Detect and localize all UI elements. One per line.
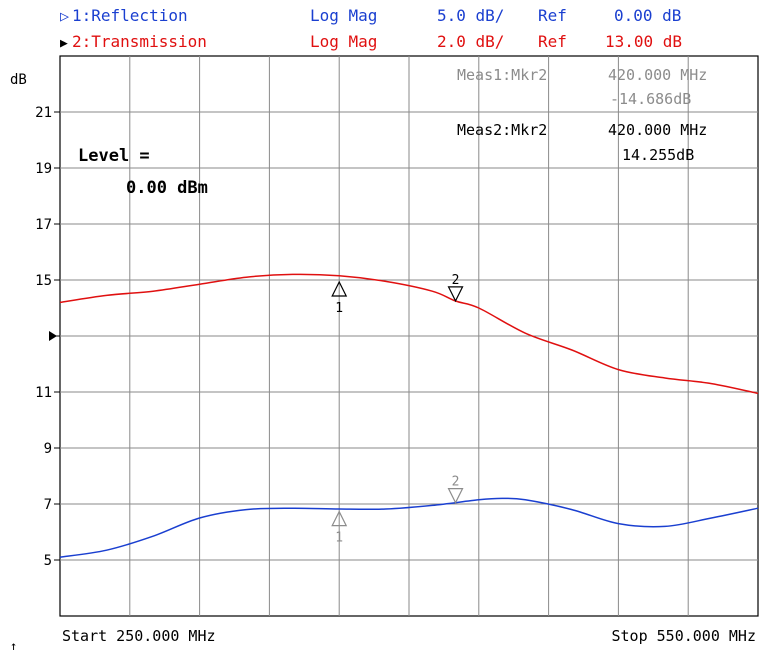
y-tick-label: 11 — [35, 385, 52, 401]
status-arrow-icon: ↑ — [10, 639, 17, 653]
trace-ref-value-transmission: 13.00 dB — [605, 32, 682, 51]
y-tick-label: 19 — [35, 161, 52, 177]
y-tick-label: 15 — [35, 273, 52, 289]
marker-2-down[interactable]: 2 — [447, 475, 464, 504]
marker-triangle-icon — [331, 280, 348, 297]
y-tick-label: 9 — [44, 441, 52, 457]
marker-label: 2 — [452, 475, 460, 490]
y-tick-label: 17 — [35, 217, 52, 233]
markers: 1 2 1 2 — [331, 273, 464, 546]
readout-meas2: Meas2:Mkr2 420.000 MHz 14.255dB — [457, 121, 707, 164]
marker-label: 2 — [452, 273, 460, 288]
trace-name-reflection: 1:Reflection — [72, 6, 188, 25]
marker-1-up[interactable]: 1 — [331, 510, 348, 546]
trace-name-transmission: 2:Transmission — [72, 32, 207, 51]
trace-header-transmission[interactable]: ▶ 2:Transmission Log Mag 2.0 dB/ Ref 13.… — [60, 32, 682, 51]
marker-2-down[interactable]: 2 — [447, 273, 464, 303]
readout-meas1-value: -14.686dB — [610, 90, 691, 108]
start-frequency: Start 250.000 MHz — [62, 627, 216, 645]
y-tick-label: 7 — [44, 497, 52, 513]
marker-triangle-icon — [447, 286, 464, 303]
level-value: 0.00 dBm — [126, 178, 208, 198]
level-label: Level = — [78, 146, 150, 166]
marker-label: 1 — [335, 301, 343, 316]
marker-label: 1 — [335, 531, 343, 546]
readout-meas1: Meas1:Mkr2 420.000 MHz -14.686dB — [457, 66, 707, 108]
marker-triangle-icon — [331, 510, 348, 527]
y-tick-label: 21 — [35, 105, 52, 121]
trace-format-transmission: Log Mag — [310, 32, 377, 51]
trace-format-reflection: Log Mag — [310, 6, 377, 25]
traces — [59, 273, 759, 558]
readout-meas1-label: Meas1:Mkr2 — [457, 66, 547, 84]
y-axis-label: dB — [10, 72, 27, 88]
marker-1-up[interactable]: 1 — [331, 280, 348, 316]
trace-scale-reflection: 5.0 dB/ — [437, 6, 504, 25]
trace-marker-reflection: ▷ — [60, 7, 69, 25]
readout-meas2-value: 14.255dB — [622, 146, 694, 164]
readout-meas1-freq: 420.000 MHz — [608, 66, 707, 84]
trace-scale-transmission: 2.0 dB/ — [437, 32, 504, 51]
trace-ref-label-reflection: Ref — [538, 6, 567, 25]
reference-level-pointer-icon — [49, 331, 57, 341]
stop-frequency: Stop 550.000 MHz — [612, 627, 757, 645]
readout-meas2-freq: 420.000 MHz — [608, 121, 707, 139]
y-tick-labels: 5 7 9 11 15 17 19 21 — [35, 105, 60, 569]
series-line-2-transmission — [59, 273, 759, 395]
trace-header-reflection[interactable]: ▷ 1:Reflection Log Mag 5.0 dB/ Ref 0.00 … — [60, 6, 681, 25]
y-tick-label: 5 — [44, 553, 52, 569]
grid — [60, 56, 758, 616]
trace-marker-transmission: ▶ — [60, 36, 68, 51]
readout-meas2-label: Meas2:Mkr2 — [457, 121, 547, 139]
marker-triangle-icon — [447, 488, 464, 504]
series-line-1-reflection — [59, 497, 759, 558]
trace-ref-value-reflection: 0.00 dB — [614, 6, 681, 25]
trace-ref-label-transmission: Ref — [538, 32, 567, 51]
